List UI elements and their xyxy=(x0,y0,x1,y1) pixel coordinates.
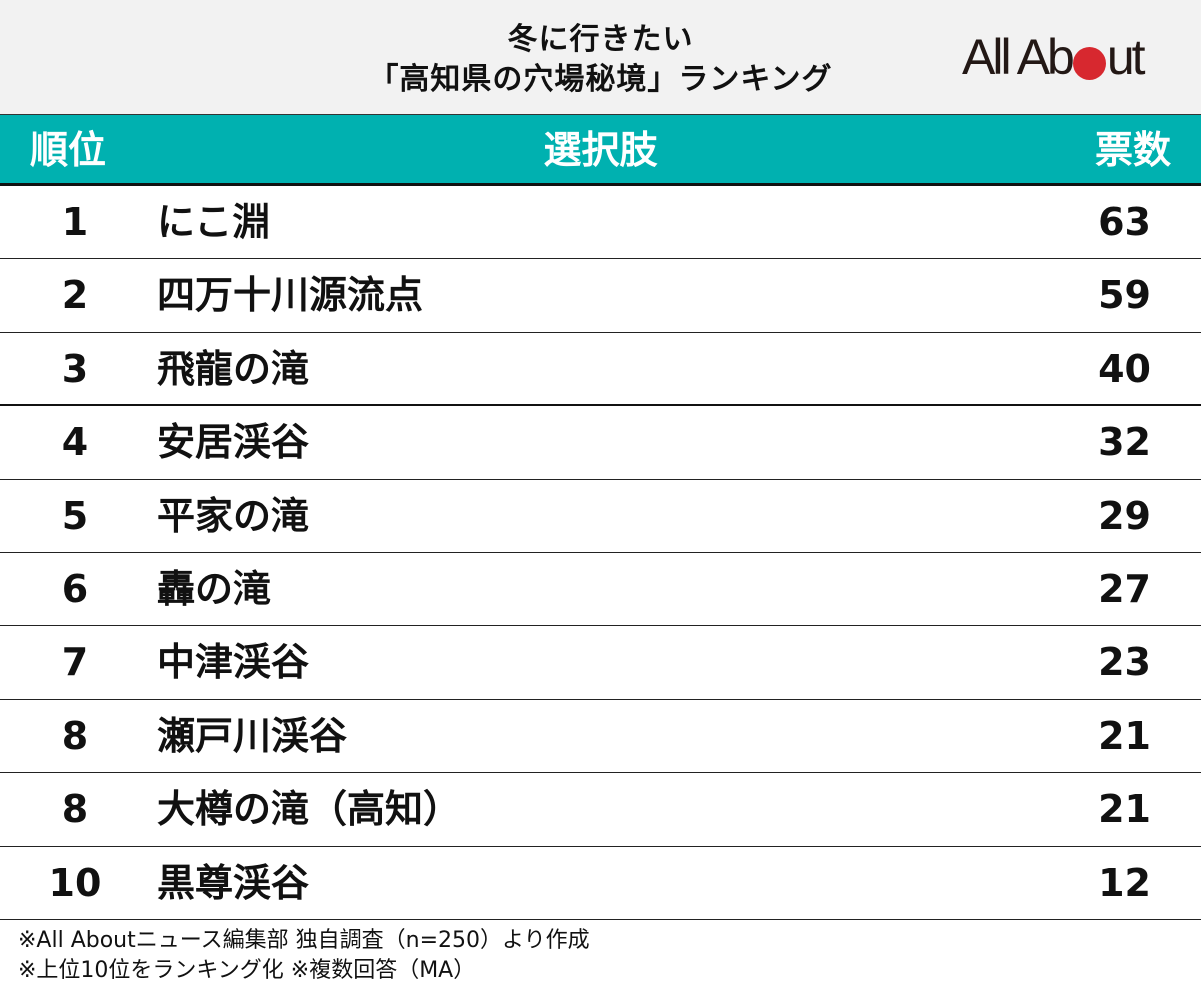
footnote-source: ※All Aboutニュース編集部 独自調査（n=250）より作成 xyxy=(18,928,590,953)
header-choice: 選択肢 xyxy=(543,128,658,172)
table-row: 4 安居渓谷 32 xyxy=(0,406,1201,480)
title-line-1: 冬に行きたい xyxy=(507,22,694,57)
name-cell: 黒尊渓谷 xyxy=(157,860,310,905)
name-cell: 安居渓谷 xyxy=(157,420,310,465)
rank-cell: 8 xyxy=(61,713,89,758)
name-cell: 中津渓谷 xyxy=(157,640,310,685)
name-cell: 大樽の滝（高知） xyxy=(157,787,462,832)
table-row: 7 中津渓谷 23 xyxy=(0,626,1201,700)
table-row: 8 大樽の滝（高知） 21 xyxy=(0,773,1201,847)
rank-cell: 2 xyxy=(61,273,89,318)
header-votes: 票数 xyxy=(1094,128,1171,172)
name-cell: 四万十川源流点 xyxy=(157,273,424,318)
votes-cell: 27 xyxy=(1098,566,1151,611)
logo-text-before: All Ab xyxy=(962,29,1075,85)
table-header: 順位 選択肢 票数 xyxy=(0,114,1201,186)
votes-cell: 23 xyxy=(1098,640,1151,685)
votes-cell: 63 xyxy=(1098,200,1151,244)
rank-cell: 3 xyxy=(61,346,89,391)
rank-cell: 4 xyxy=(61,420,89,465)
votes-cell: 59 xyxy=(1098,273,1151,318)
logo-red-dot-icon xyxy=(1072,47,1106,80)
table-row: 1 にこ淵 63 xyxy=(0,186,1201,260)
votes-cell: 21 xyxy=(1098,713,1151,758)
rank-cell: 6 xyxy=(61,566,89,611)
rank-cell: 1 xyxy=(61,200,89,244)
header-rank: 順位 xyxy=(30,128,107,172)
votes-cell: 32 xyxy=(1098,420,1151,465)
name-cell: 轟の滝 xyxy=(157,566,272,611)
table-row: 5 平家の滝 29 xyxy=(0,480,1201,553)
table-row: 8 瀬戸川渓谷 21 xyxy=(0,700,1201,774)
table-row: 10 黒尊渓谷 12 xyxy=(0,847,1201,920)
title-band xyxy=(0,0,1201,114)
rank-cell: 10 xyxy=(48,860,102,905)
title-line-2: 「高知県の穴場秘境」ランキング xyxy=(368,62,833,97)
rank-cell: 8 xyxy=(61,787,89,832)
name-cell: にこ淵 xyxy=(157,200,271,244)
table-row: 6 轟の滝 27 xyxy=(0,553,1201,627)
votes-cell: 40 xyxy=(1098,346,1151,391)
all-about-logo: All Ab ut xyxy=(962,29,1146,85)
table-row: 3 飛龍の滝 40 xyxy=(0,333,1201,407)
name-cell: 瀬戸川渓谷 xyxy=(157,713,348,758)
name-cell: 平家の滝 xyxy=(157,493,310,538)
ranking-table: 1 にこ淵 63 2 四万十川源流点 59 3 飛龍の滝 40 4 安居渓谷 3… xyxy=(0,186,1201,920)
logo-text-after: ut xyxy=(1106,29,1146,85)
votes-cell: 29 xyxy=(1098,493,1151,538)
footnote-method: ※上位10位をランキング化 ※複数回答（MA） xyxy=(18,958,476,983)
table-row: 2 四万十川源流点 59 xyxy=(0,259,1201,333)
rank-cell: 7 xyxy=(61,640,89,685)
votes-cell: 12 xyxy=(1098,860,1151,905)
rank-cell: 5 xyxy=(61,493,89,538)
page-title: 冬に行きたい 「高知県の穴場秘境」ランキング xyxy=(0,20,1201,100)
votes-cell: 21 xyxy=(1098,787,1151,832)
name-cell: 飛龍の滝 xyxy=(157,346,310,391)
footnotes: ※All Aboutニュース編集部 独自調査（n=250）より作成 ※上位10位… xyxy=(18,926,590,986)
